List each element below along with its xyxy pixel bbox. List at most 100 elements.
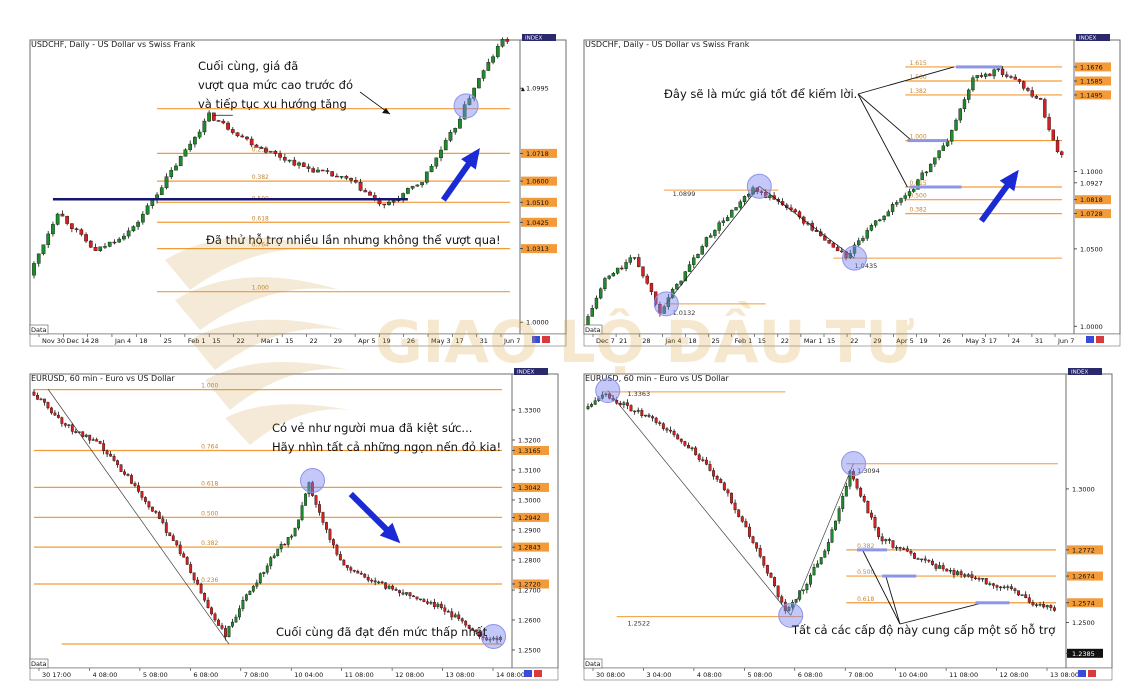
- candle-body: [95, 439, 99, 442]
- annotation-text: Cuối cùng, giá đã: [198, 59, 298, 73]
- candle-body: [130, 475, 133, 484]
- candle-body: [372, 195, 377, 199]
- plot-frame: [29, 39, 521, 335]
- candle-body: [643, 414, 647, 417]
- candle-body: [311, 482, 314, 496]
- candle-body: [662, 306, 666, 314]
- trend-arrowhead: [461, 147, 480, 170]
- candle-body: [161, 518, 165, 523]
- candle-body: [505, 39, 510, 42]
- candle-body: [1031, 602, 1035, 606]
- candle-body: [970, 574, 974, 578]
- price-tick-label: 1.2500: [518, 647, 541, 655]
- fib-level-label: 0.382: [909, 207, 926, 214]
- candle-body: [898, 547, 902, 549]
- candle-body: [55, 213, 60, 225]
- fib-level-label: 1.500: [909, 74, 926, 81]
- data-window-box: [29, 658, 49, 669]
- candle-body: [988, 583, 992, 585]
- price-tag: [1075, 62, 1111, 72]
- candle-body: [377, 581, 381, 584]
- candle-body: [959, 571, 963, 575]
- candle-body: [776, 585, 780, 597]
- highlight-circle: [481, 624, 507, 649]
- candle-body: [1038, 98, 1043, 100]
- candle-body: [102, 443, 106, 452]
- candle-body: [954, 119, 958, 131]
- pointer-arrowhead: [382, 108, 390, 114]
- time-tick-label: Jun 7: [503, 337, 520, 345]
- candle-body: [314, 495, 318, 505]
- candle-body: [356, 570, 360, 574]
- candle-body: [1038, 604, 1042, 606]
- time-tick-label: 30 17:00: [42, 671, 71, 679]
- time-tick-label: 3 04:00: [646, 671, 671, 679]
- candle-body: [338, 554, 342, 561]
- candle-body: [787, 606, 791, 611]
- pointer-line: [857, 66, 955, 95]
- candle-body: [345, 564, 349, 568]
- candle-body: [140, 491, 144, 498]
- candle-body: [886, 211, 891, 217]
- candle-body: [722, 482, 726, 491]
- candle-body: [439, 603, 443, 609]
- candle-body: [499, 637, 502, 641]
- candle-body: [74, 431, 78, 433]
- candle-body: [841, 495, 845, 509]
- candle-body: [32, 263, 36, 276]
- price-label: 1.3363: [627, 390, 650, 398]
- highlight-circle: [840, 451, 866, 477]
- fib-level-label: 0.382: [201, 540, 218, 547]
- time-tick-label: 25: [712, 337, 720, 345]
- candle-body: [672, 430, 676, 436]
- candle-body: [174, 165, 178, 171]
- candle-body: [758, 548, 762, 557]
- price-tag: [513, 542, 549, 552]
- candle-body: [658, 422, 662, 424]
- time-tick-label: 22: [309, 337, 317, 345]
- candle-body: [36, 253, 41, 264]
- candle-body: [249, 138, 254, 146]
- candle-body: [1017, 590, 1020, 596]
- chart-usdchf-breakout: INDEX USDCHF, Daily - US Dollar vs Swiss …: [28, 32, 568, 352]
- data-window-box: [29, 324, 49, 335]
- price-tick-label: 1.0425: [526, 219, 549, 227]
- candle-body: [495, 45, 500, 57]
- candle-body: [391, 200, 396, 203]
- price-tag: [513, 512, 549, 522]
- candle-body: [265, 565, 269, 573]
- data-window-label: Data: [31, 326, 47, 334]
- pointer-line: [899, 602, 983, 625]
- fib-level-label: 0.236: [201, 577, 218, 584]
- zoom-button-icon: [1078, 670, 1086, 677]
- level-highlight: [857, 548, 888, 552]
- candle-body: [458, 118, 462, 129]
- candle-body: [159, 187, 164, 195]
- candle-body: [840, 250, 844, 253]
- candle-body: [1022, 81, 1026, 89]
- candle-body: [262, 572, 266, 574]
- price-tag: [521, 176, 557, 186]
- candle-body: [188, 143, 193, 150]
- time-tick-label: 7 08:00: [848, 671, 873, 679]
- candle-body: [126, 474, 130, 476]
- candle-body: [143, 497, 147, 502]
- zoom-button-icon: [524, 670, 532, 677]
- candle-body: [65, 215, 69, 224]
- candle-body: [738, 201, 742, 208]
- candle-body: [637, 257, 641, 267]
- candle-body: [56, 414, 60, 418]
- fib-level-label: 0.618: [252, 215, 269, 222]
- time-tick-label: 5 08:00: [747, 671, 772, 679]
- candle-body: [133, 483, 137, 486]
- time-tick-label: 31: [1035, 337, 1043, 345]
- candle-body: [759, 191, 764, 193]
- candle-body: [783, 601, 787, 611]
- data-window-box: [583, 324, 603, 335]
- time-tick-label: 15: [827, 337, 835, 345]
- candle-body: [992, 69, 996, 77]
- candle-body: [293, 527, 297, 537]
- candle-body: [330, 171, 335, 177]
- candle-body: [923, 558, 927, 561]
- candle-body: [145, 205, 150, 215]
